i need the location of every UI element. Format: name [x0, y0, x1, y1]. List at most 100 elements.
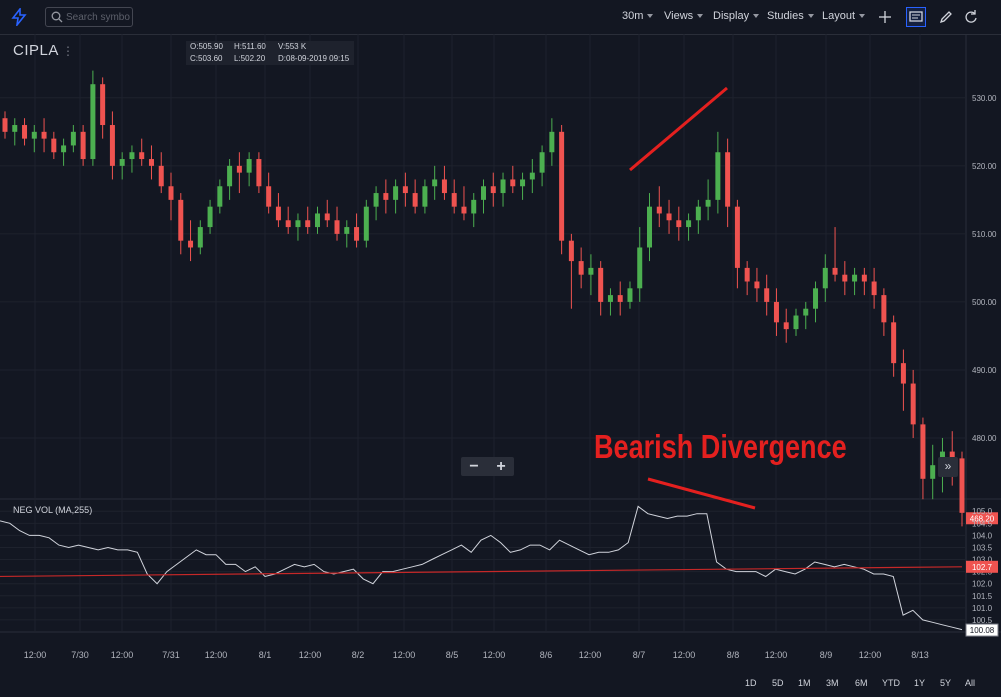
indicator-tick-label: 104.5 [972, 519, 993, 528]
views-label: Views [664, 10, 694, 22]
chevron-down-icon [807, 14, 814, 18]
time-tick-label: 8/8 [727, 650, 740, 660]
indicator-trend-line[interactable] [647, 477, 756, 510]
time-tick-label: 12:00 [205, 650, 228, 660]
pencil-icon[interactable] [937, 8, 955, 26]
close-value: C:503.60 [190, 54, 223, 63]
annotation-text[interactable]: Bearish Divergence [594, 428, 847, 465]
candle-body [393, 186, 399, 200]
time-tick-label: 12:00 [24, 650, 47, 660]
search-input[interactable] [66, 10, 130, 24]
interval-dropdown[interactable]: 30m [622, 10, 654, 22]
chart-area[interactable]: 480.00 490.00 500.00 510.00 520.00 530.00 468.… [0, 34, 1001, 669]
display-dropdown[interactable]: Display [713, 10, 760, 22]
indicator-label[interactable]: NEG VOL (MA,255) [13, 505, 93, 515]
time-tick-label: 8/7 [633, 650, 646, 660]
range-1d-button[interactable]: 1D [745, 678, 757, 688]
candle-body [70, 131, 76, 146]
range-3m-button[interactable]: 3M [826, 678, 839, 688]
candle-body [100, 84, 106, 126]
chevron-down-icon [697, 14, 704, 18]
indicator-tick-label: 100.5 [972, 616, 993, 625]
trend-lines [629, 86, 756, 510]
candle-body [647, 206, 653, 248]
candle-body [139, 152, 145, 160]
zoom-out-button[interactable]: − [469, 458, 479, 475]
candle-body [2, 118, 8, 132]
range-1y-button[interactable]: 1Y [914, 678, 926, 688]
last-value-label: 100.08 [970, 626, 995, 635]
candle-body [119, 159, 125, 166]
range-all-button[interactable]: All [965, 678, 976, 688]
candle-body [412, 193, 418, 207]
candle-body [920, 424, 926, 479]
candle-body [676, 220, 682, 228]
last-price-label: 468.20 [970, 514, 995, 523]
time-tick-label: 7/30 [71, 650, 89, 660]
range-6m-button[interactable]: 6M [855, 678, 868, 688]
candle-body [334, 220, 340, 234]
candle-body [275, 206, 281, 221]
candle-body [344, 227, 350, 234]
time-tick-label: 12:00 [673, 650, 696, 660]
time-tick-label: 12:00 [483, 650, 506, 660]
studies-dropdown[interactable]: Studies [767, 10, 814, 22]
candle-body [373, 193, 379, 207]
time-tick-label: 12:00 [765, 650, 788, 660]
candle-body [793, 315, 799, 330]
candle-body [461, 206, 467, 214]
symbol-name[interactable]: CIPLA [13, 42, 59, 59]
symbol-menu-icon[interactable]: ⋮ [62, 44, 74, 58]
range-5d-button[interactable]: 5D [772, 678, 784, 688]
candle-body [686, 220, 692, 228]
range-5y-button[interactable]: 5Y [940, 678, 952, 688]
time-tick-label: 12:00 [579, 650, 602, 660]
layout-dropdown[interactable]: Layout [822, 10, 866, 22]
candle-body [539, 152, 545, 173]
range-ytd-button[interactable]: YTD [882, 678, 900, 688]
high-value: H:511.60 [234, 42, 266, 51]
candle-body [90, 84, 96, 160]
candle-body [266, 186, 272, 207]
chevron-down-icon [753, 14, 760, 18]
candle-body [383, 193, 389, 200]
scroll-to-latest-button[interactable]: » [938, 457, 958, 477]
candle-body [158, 165, 164, 187]
candle-body [891, 322, 897, 364]
candle-body [695, 206, 701, 221]
range-1m-button[interactable]: 1M [798, 678, 811, 688]
time-tick-label: 12:00 [393, 650, 416, 660]
candle-body [822, 267, 828, 289]
date-value: D:08-09-2019 09:15 [278, 54, 350, 63]
comment-icon[interactable] [906, 7, 926, 27]
symbol-search[interactable] [45, 7, 133, 27]
display-label: Display [713, 10, 750, 22]
candle-body [715, 152, 721, 200]
time-axis: 12:00 7/30 12:00 7/31 12:00 8/1 12:00 8/2 12:00 8… [24, 650, 929, 660]
refresh-icon[interactable] [962, 8, 980, 26]
zoom-in-button[interactable]: + [496, 458, 506, 475]
last-value-badge [965, 623, 999, 637]
candle-body [666, 213, 672, 221]
candle-body [471, 199, 477, 214]
price-trend-line[interactable] [629, 86, 728, 172]
neg-vol-pane: 100.5101.0101.5102.0102.5103.0103.5104.0… [0, 505, 999, 637]
candle-body [949, 451, 955, 459]
indicator-tick-label: 105.0 [972, 507, 993, 516]
candle-body [578, 261, 584, 275]
candle-body [295, 220, 301, 228]
top-toolbar: 30m Views Display Studies Layout [0, 0, 1001, 35]
layout-label: Layout [822, 10, 856, 22]
candle-body [520, 179, 526, 187]
candle-body [637, 247, 643, 289]
lightning-icon[interactable] [10, 8, 28, 26]
low-value: L:502.20 [234, 54, 266, 63]
candle-body [422, 186, 428, 207]
candle-body [109, 125, 115, 166]
views-dropdown[interactable]: Views [664, 10, 704, 22]
candle-body [900, 363, 906, 384]
candle-body [617, 295, 623, 302]
candle-body [451, 193, 457, 207]
crosshair-icon[interactable] [876, 8, 894, 26]
candles [2, 70, 965, 527]
